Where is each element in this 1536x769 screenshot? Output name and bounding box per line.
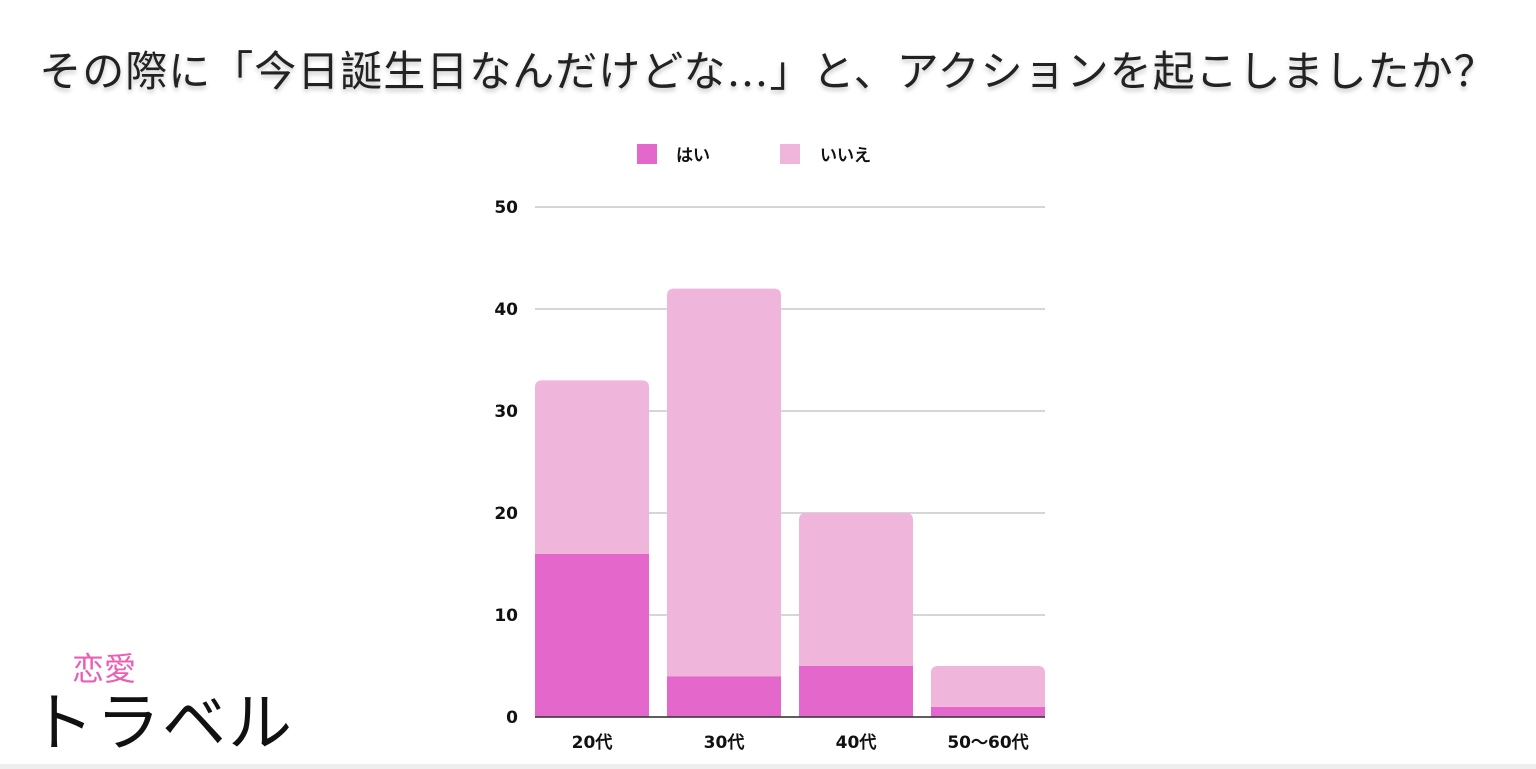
legend-swatch-yes xyxy=(637,144,657,164)
x-tick-label: 20代 xyxy=(572,732,613,753)
logo-subtext: 恋愛 xyxy=(72,650,137,688)
y-tick-label: 20 xyxy=(494,504,518,524)
legend-label: はい xyxy=(676,146,710,166)
x-tick-label: 40代 xyxy=(836,732,877,753)
bar-segment-no xyxy=(535,380,649,554)
logo-text: トラベル xyxy=(30,687,294,761)
y-tick-label: 30 xyxy=(494,402,518,422)
y-tick-label: 50 xyxy=(494,198,518,218)
y-tick-label: 0 xyxy=(506,708,518,728)
bar-segment-yes xyxy=(931,706,1045,717)
bar-segment-no xyxy=(931,666,1045,707)
bar-segment-no xyxy=(667,288,781,677)
chart-title: その際に「今日誕生日なんだけどな…」と、アクションを起こしましたか？ xyxy=(39,47,1497,96)
legend-label: いいえ xyxy=(820,146,871,166)
bar-segment-no xyxy=(799,513,913,666)
x-tick-label: 50〜60代 xyxy=(947,732,1028,753)
legend-swatch-no xyxy=(780,144,800,164)
x-tick-label: 30代 xyxy=(704,732,745,753)
bar-segment-yes xyxy=(667,676,781,717)
y-tick-label: 40 xyxy=(494,300,518,320)
bottom-divider xyxy=(0,764,1536,769)
bar-segment-yes xyxy=(799,666,913,717)
y-tick-label: 10 xyxy=(494,606,518,626)
bar-segment-yes xyxy=(535,553,649,717)
